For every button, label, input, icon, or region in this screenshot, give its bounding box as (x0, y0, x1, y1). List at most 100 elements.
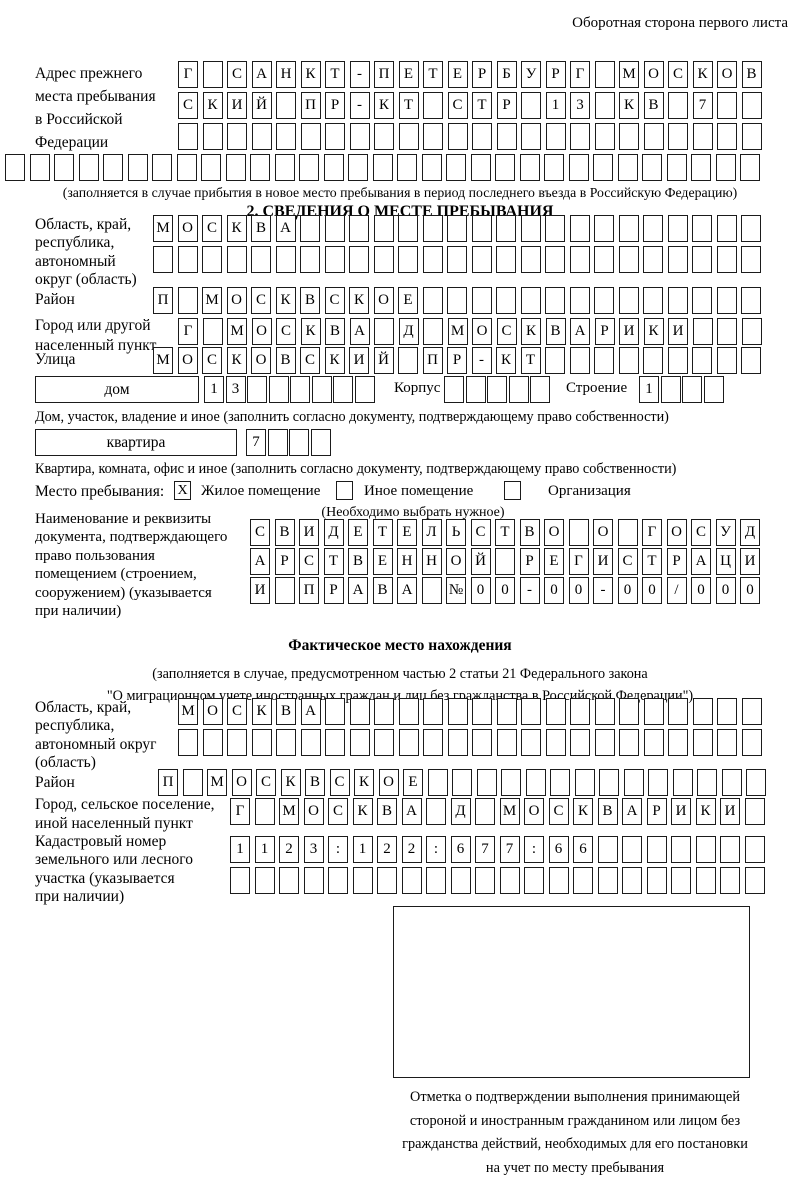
char-box: 2 (279, 836, 299, 863)
char-box: У (521, 61, 541, 88)
char-box: В (305, 769, 325, 796)
char-box: П (158, 769, 178, 796)
char-box (446, 154, 466, 181)
char-box (495, 154, 515, 181)
char-box: Т (642, 548, 662, 575)
char-box (274, 577, 295, 604)
char-box: П (422, 347, 443, 374)
char-box (521, 123, 541, 150)
char-box (520, 246, 541, 273)
char-box: В (325, 318, 345, 345)
char-box (323, 154, 344, 181)
char-box (545, 698, 566, 725)
char-box (377, 867, 397, 894)
char-box (251, 123, 272, 150)
char-box: А (397, 577, 417, 604)
char-box: Р (447, 347, 467, 374)
char-box: : (426, 836, 446, 863)
char-box (324, 246, 345, 273)
stroenie-row: 1 (639, 376, 724, 403)
char-box (423, 729, 443, 756)
char-box: В (545, 318, 566, 345)
char-box: - (471, 347, 492, 374)
actual-location-title: Фактическое место нахождения (288, 637, 512, 654)
char-box (398, 729, 419, 756)
char-box (311, 376, 332, 403)
char-box: Д (398, 318, 419, 345)
char-box: К (349, 287, 369, 314)
char-box (521, 698, 541, 725)
char-box: Е (372, 548, 393, 575)
char-box: Е (544, 548, 564, 575)
char-box (643, 347, 663, 374)
char-box: А (570, 318, 590, 345)
char-box (520, 287, 541, 314)
char-box (545, 287, 565, 314)
char-box (496, 698, 517, 725)
char-box (352, 867, 373, 894)
char-box (593, 154, 613, 181)
char-box: О (373, 287, 394, 314)
char-box: 1 (230, 836, 250, 863)
stamp-box (393, 906, 750, 1078)
char-box (643, 287, 663, 314)
char-box (447, 215, 467, 242)
char-box (622, 836, 642, 863)
char-box (152, 154, 172, 181)
char-box: С (178, 92, 198, 119)
char-box: В (274, 519, 295, 546)
char-box (349, 698, 370, 725)
char-box: К (643, 318, 664, 345)
char-box: 0 (568, 577, 589, 604)
char-box: 0 (544, 577, 564, 604)
char-box (594, 246, 614, 273)
char-box (617, 154, 638, 181)
char-box (422, 215, 443, 242)
char-box (426, 798, 446, 825)
char-box: - (349, 61, 370, 88)
char-box: В (377, 798, 397, 825)
char-box: С (227, 61, 247, 88)
char-box: В (519, 519, 540, 546)
char-box (153, 246, 173, 273)
char-box: 7 (475, 836, 495, 863)
char-box: 1 (204, 376, 224, 403)
char-box (324, 215, 345, 242)
char-box (545, 729, 566, 756)
prev-address-note: (заполняется в случае прибытия в новое м… (62, 185, 738, 200)
char-box: О (472, 318, 492, 345)
char-box: 3 (303, 836, 324, 863)
char-box: С (256, 769, 276, 796)
char-box (720, 836, 740, 863)
char-box (496, 123, 517, 150)
char-box: С (299, 548, 319, 575)
char-box: 1 (352, 836, 373, 863)
char-box (617, 519, 638, 546)
char-box: А (275, 215, 296, 242)
char-box (496, 729, 517, 756)
char-box: Т (325, 61, 345, 88)
char-box: А (349, 318, 370, 345)
char-box: П (374, 61, 394, 88)
char-box (570, 698, 590, 725)
char-box: Т (495, 519, 515, 546)
char-box (594, 729, 615, 756)
char-box (398, 698, 419, 725)
char-box: А (691, 548, 711, 575)
char-box: О (717, 61, 737, 88)
stay-type-label: Место пребывания: (35, 483, 165, 500)
char-box: А (250, 548, 270, 575)
char-box (717, 729, 737, 756)
stay-type-option-residential: Жилое помещение (201, 483, 321, 499)
char-box (666, 154, 687, 181)
char-box (276, 123, 296, 150)
char-box (520, 215, 541, 242)
apartment-type-box: квартира (35, 429, 237, 456)
char-box: - (519, 577, 540, 604)
char-box (594, 347, 614, 374)
char-box: О (303, 798, 324, 825)
char-box (622, 867, 642, 894)
char-box (452, 769, 472, 796)
